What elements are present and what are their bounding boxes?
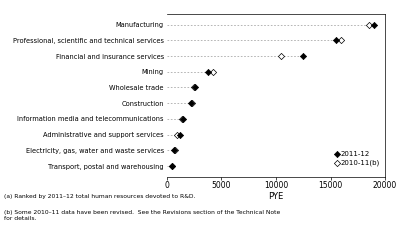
2011-12	[180, 117, 186, 121]
2010-11(b)	[338, 39, 345, 42]
2011-12	[177, 133, 183, 136]
2010-11(b)	[172, 148, 178, 152]
2010-11(b)	[189, 101, 195, 105]
2010-11(b)	[168, 164, 175, 168]
2011-12	[192, 86, 198, 89]
2010-11(b)	[366, 23, 372, 26]
2010-11(b)	[191, 86, 197, 89]
2010-11(b)	[278, 54, 285, 58]
Legend: 2011-12, 2010-11(b): 2011-12, 2010-11(b)	[333, 150, 382, 167]
2010-11(b)	[179, 117, 185, 121]
Text: (b) Some 2010–11 data have been revised.  See the Revisions section of the Techn: (b) Some 2010–11 data have been revised.…	[4, 210, 280, 221]
2010-11(b)	[173, 133, 180, 136]
2011-12	[169, 164, 175, 168]
2011-12	[205, 70, 211, 74]
2010-11(b)	[210, 70, 216, 74]
2011-12	[171, 148, 177, 152]
2011-12	[333, 39, 339, 42]
2011-12	[371, 23, 377, 26]
Text: (a) Ranked by 2011–12 total human resources devoted to R&D.: (a) Ranked by 2011–12 total human resour…	[4, 194, 195, 199]
2011-12	[300, 54, 306, 58]
X-axis label: PYE: PYE	[268, 192, 283, 201]
2011-12	[187, 101, 194, 105]
